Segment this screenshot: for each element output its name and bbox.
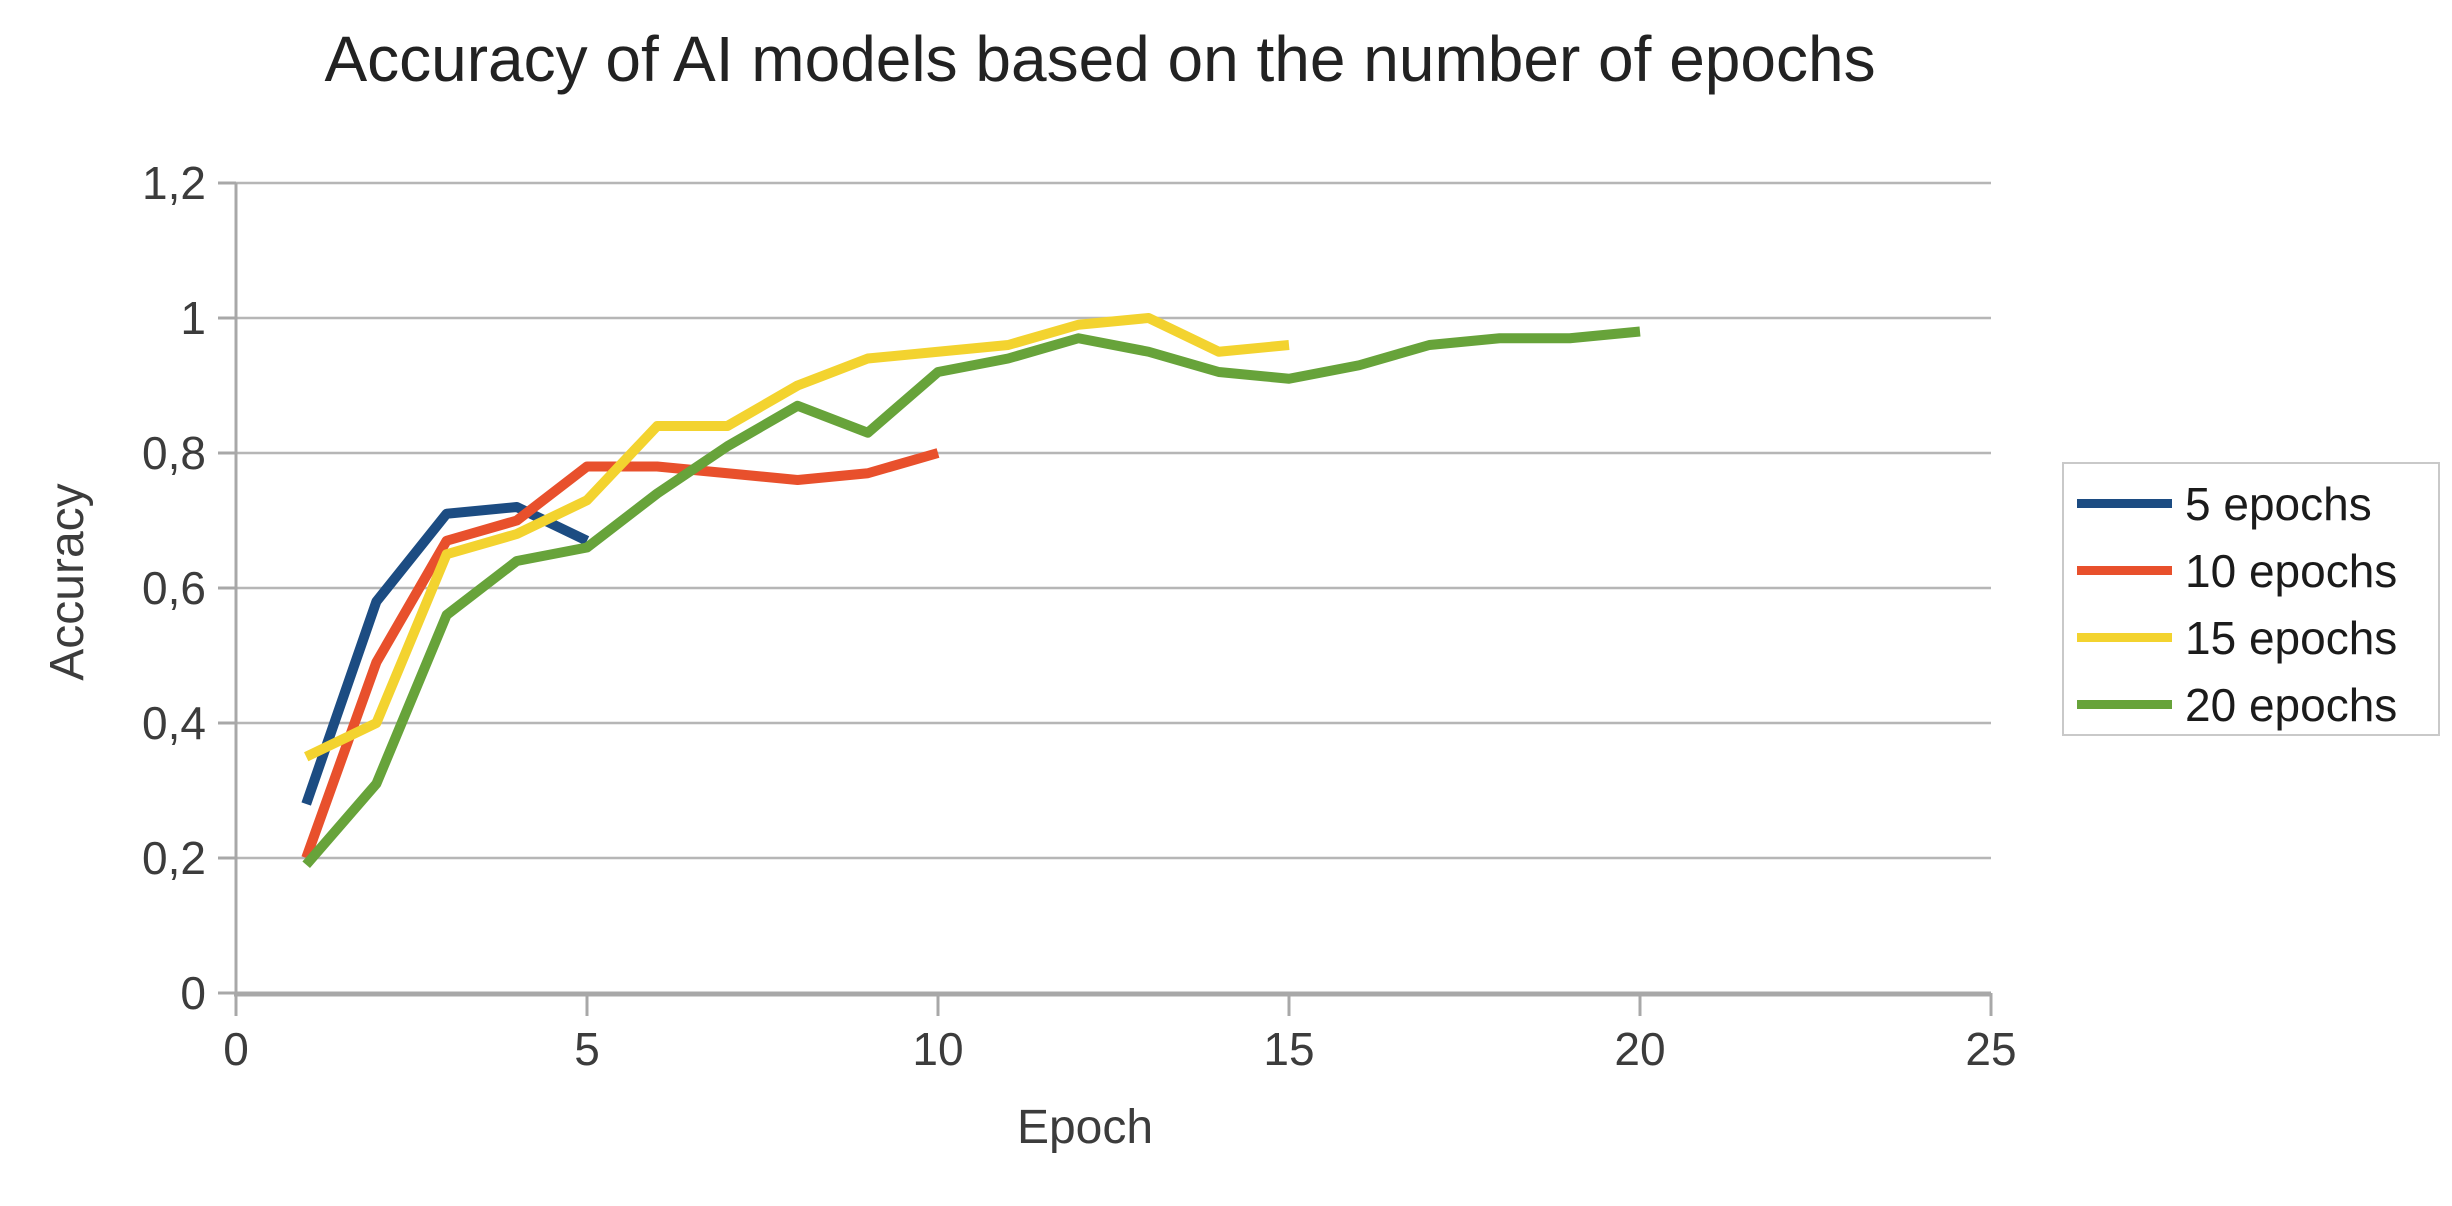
x-tick-label: 10 xyxy=(912,1023,963,1075)
x-axis-title: Epoch xyxy=(1016,1101,1154,1154)
legend-swatch-icon xyxy=(2077,700,2172,709)
series-line-20-epochs xyxy=(302,326,1641,869)
legend-item-15-epochs: 15 epochs xyxy=(2064,604,2438,671)
legend: 5 epochs 10 epochs 15 epochs 20 epochs xyxy=(2062,462,2440,736)
legend-swatch-icon xyxy=(2077,633,2172,642)
y-tick-label: 0 xyxy=(180,967,206,1019)
legend-item-10-epochs: 10 epochs xyxy=(2064,537,2438,604)
y-tick-label: 0,4 xyxy=(142,697,206,749)
legend-item-5-epochs: 5 epochs xyxy=(2064,470,2438,537)
x-tick-label: 15 xyxy=(1263,1023,1314,1075)
legend-label: 20 epochs xyxy=(2185,678,2398,731)
y-tick-label: 0,2 xyxy=(142,832,206,884)
legend-item-20-epochs: 20 epochs xyxy=(2064,671,2438,738)
series-line-15-epochs xyxy=(304,313,1290,762)
y-tick-label: 0,8 xyxy=(142,427,206,479)
legend-swatch-icon xyxy=(2077,566,2172,575)
y-tick-label: 1 xyxy=(180,292,206,344)
legend-label: 5 epochs xyxy=(2185,477,2372,530)
legend-swatch-icon xyxy=(2077,499,2172,508)
y-tick-label: 1,2 xyxy=(142,157,206,209)
legend-label: 15 epochs xyxy=(2185,611,2398,664)
x-tick-label: 5 xyxy=(574,1023,600,1075)
x-tick-label: 0 xyxy=(223,1023,249,1075)
x-tick-label: 25 xyxy=(1965,1023,2016,1075)
chart-title: Accuracy of AI models based on the numbe… xyxy=(324,23,1876,95)
y-tick-label: 0,6 xyxy=(142,562,206,614)
x-tick-label: 20 xyxy=(1614,1023,1665,1075)
legend-label: 10 epochs xyxy=(2185,544,2398,597)
